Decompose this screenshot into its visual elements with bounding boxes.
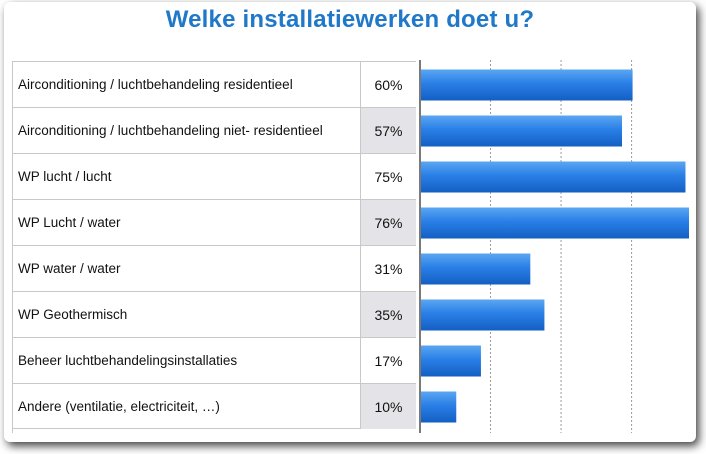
table-row: Airconditioning / luchtbehandeling resid… [12,61,416,107]
row-value: 60% [360,62,416,107]
bar [421,161,686,193]
row-label: Airconditioning / luchtbehandeling resid… [18,77,293,92]
row-label: WP lucht / lucht [18,169,112,184]
row-label: Airconditioning / luchtbehandeling niet-… [18,123,323,138]
row-value: 57% [360,108,416,153]
bar [421,115,622,147]
table-border [12,61,13,433]
table-row: WP water / water 31% [12,245,416,291]
row-label: Andere (ventilatie, electriciteit, …) [18,399,220,414]
bar [421,253,531,285]
bar [421,391,457,423]
row-value: 35% [360,292,416,337]
bar [421,69,633,101]
page-title: Welke installatiewerken doet u? [165,6,535,33]
table-row: Andere (ventilatie, electriciteit, …) 10… [12,383,416,429]
bar [421,207,689,239]
bar-chart [419,60,689,433]
row-value: 76% [360,200,416,245]
table-row: WP Geothermisch 35% [12,291,416,337]
bar [421,299,545,331]
row-label: WP water / water [18,261,121,276]
row-label: WP Geothermisch [18,307,128,322]
row-label: Beheer luchtbehandelingsinstallaties [18,353,238,368]
row-value: 17% [360,338,416,383]
row-value: 75% [360,154,416,199]
bar [421,345,481,377]
slide: Welke installatiewerken doet u? Aircondi… [4,2,696,442]
table-row: Beheer luchtbehandelingsinstallaties 17% [12,337,416,383]
table-row: WP lucht / lucht 75% [12,153,416,199]
table-row: Airconditioning / luchtbehandeling niet-… [12,107,416,153]
row-value: 10% [360,384,416,429]
row-value: 31% [360,246,416,291]
row-label: WP Lucht / water [18,215,121,230]
table-row: WP Lucht / water 76% [12,199,416,245]
